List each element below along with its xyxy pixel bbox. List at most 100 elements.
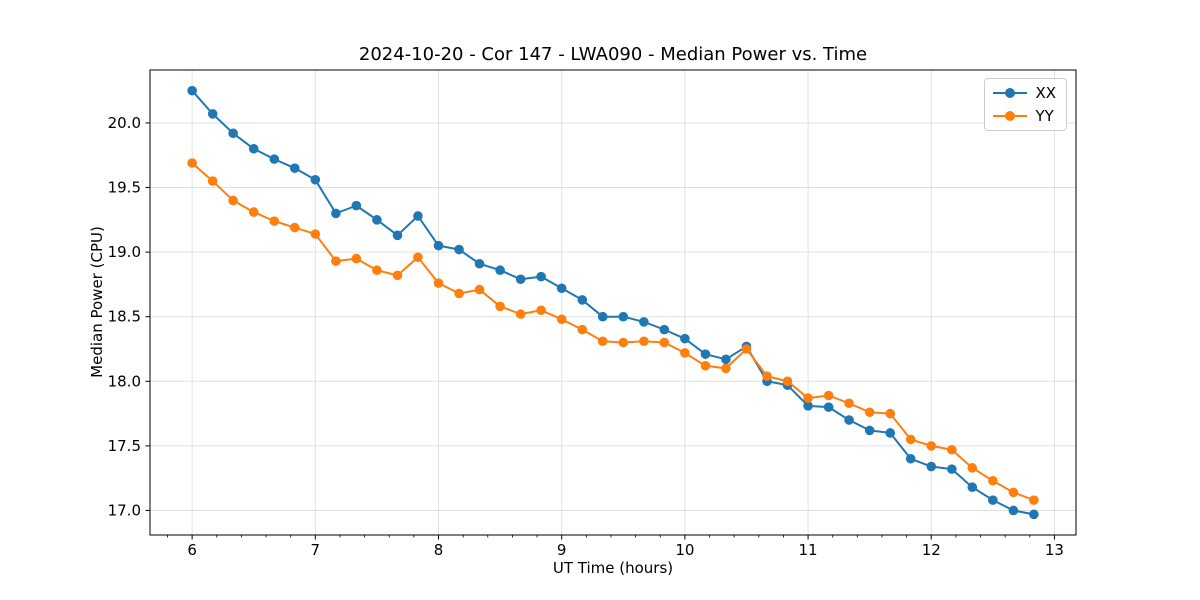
legend: XX YY — [984, 78, 1067, 131]
data-point — [967, 482, 978, 493]
x-tick-label: 12 — [922, 541, 941, 559]
chart-title: 2024-10-20 - Cor 147 - LWA090 - Median P… — [358, 44, 868, 65]
data-point — [947, 444, 957, 455]
data-point — [823, 390, 834, 401]
data-point — [700, 349, 711, 359]
data-point — [1029, 509, 1039, 520]
data-point — [474, 258, 485, 269]
data-point — [885, 408, 896, 419]
data-point — [926, 441, 937, 451]
plot-border — [149, 69, 1077, 536]
gridlines — [150, 70, 1076, 535]
x-ticks: 6 7 8 9 10 11 12 13 — [167, 535, 1064, 559]
data-point — [597, 336, 608, 347]
data-point — [782, 376, 793, 387]
data-point — [454, 244, 464, 255]
data-point — [947, 464, 957, 474]
data-point — [454, 288, 464, 299]
data-point — [844, 398, 854, 409]
x-tick-label: 9 — [557, 541, 567, 559]
data-point — [372, 265, 382, 276]
data-point — [905, 453, 916, 464]
y-tick-label: 17.0 — [108, 501, 141, 519]
data-point — [248, 207, 259, 217]
legend-item-xx: XX — [993, 84, 1056, 102]
x-axis-label: UT Time (hours) — [552, 559, 674, 577]
y-axis-label: Median Power (CPU) — [88, 226, 106, 378]
data-point — [310, 229, 321, 239]
y-tick-label: 19.5 — [108, 179, 141, 197]
y-tick-label: 19.0 — [108, 243, 141, 261]
legend-label: YY — [1035, 107, 1054, 125]
data-point — [803, 401, 813, 411]
data-point — [433, 240, 444, 251]
data-point — [803, 393, 813, 403]
data-point — [700, 360, 711, 371]
data-point — [905, 434, 916, 445]
data-point — [988, 495, 998, 505]
data-point — [392, 230, 403, 241]
data-point — [228, 128, 238, 139]
data-point — [515, 274, 526, 285]
data-point — [659, 324, 670, 335]
data-point — [289, 163, 300, 173]
data-point — [372, 215, 382, 225]
data-point — [269, 154, 280, 164]
data-point — [331, 208, 341, 219]
data-point — [351, 253, 362, 264]
data-point — [577, 295, 588, 305]
data-point — [556, 283, 567, 294]
data-point — [618, 337, 629, 348]
data-point — [515, 309, 526, 319]
data-point — [680, 348, 690, 358]
data-point — [680, 333, 690, 344]
series-YY — [187, 158, 1039, 505]
data-point — [1008, 505, 1019, 516]
data-point — [721, 354, 731, 365]
data-point — [639, 336, 649, 347]
data-point — [331, 256, 341, 266]
data-point — [988, 475, 998, 486]
y-tick-label: 17.5 — [108, 437, 141, 455]
data-point — [721, 363, 731, 374]
x-tick-label: 7 — [311, 541, 321, 559]
data-point — [639, 317, 649, 327]
legend-line-marker-icon — [993, 110, 1028, 122]
data-point — [556, 314, 567, 325]
data-point — [433, 278, 444, 288]
x-tick-label: 6 — [187, 541, 197, 559]
x-tick-label: 13 — [1045, 541, 1064, 559]
legend-item-yy: YY — [993, 107, 1056, 125]
y-tick-label: 20.0 — [108, 114, 141, 132]
legend-line-marker-icon — [993, 87, 1028, 99]
data-point — [269, 216, 280, 226]
data-point — [248, 143, 259, 154]
data-point — [823, 402, 834, 412]
y-tick-label: 18.5 — [108, 308, 141, 326]
data-point — [926, 461, 937, 472]
x-tick-label: 11 — [799, 541, 818, 559]
data-point — [495, 265, 505, 276]
data-point — [762, 371, 772, 381]
data-point — [351, 200, 362, 211]
data-point — [413, 211, 423, 221]
data-point — [967, 463, 978, 473]
data-point — [1029, 495, 1039, 505]
data-point — [1008, 487, 1019, 498]
data-point — [187, 85, 197, 96]
x-tick-label: 10 — [675, 541, 694, 559]
data-point — [207, 109, 218, 119]
data-point — [864, 407, 875, 418]
data-point — [659, 337, 670, 348]
data-point — [474, 284, 485, 295]
data-point — [597, 311, 608, 322]
data-point — [187, 158, 197, 168]
data-point — [885, 428, 896, 438]
data-point — [207, 176, 218, 186]
data-point — [536, 271, 546, 282]
data-point — [577, 324, 588, 335]
data-point — [392, 270, 403, 281]
x-tick-label: 8 — [434, 541, 444, 559]
